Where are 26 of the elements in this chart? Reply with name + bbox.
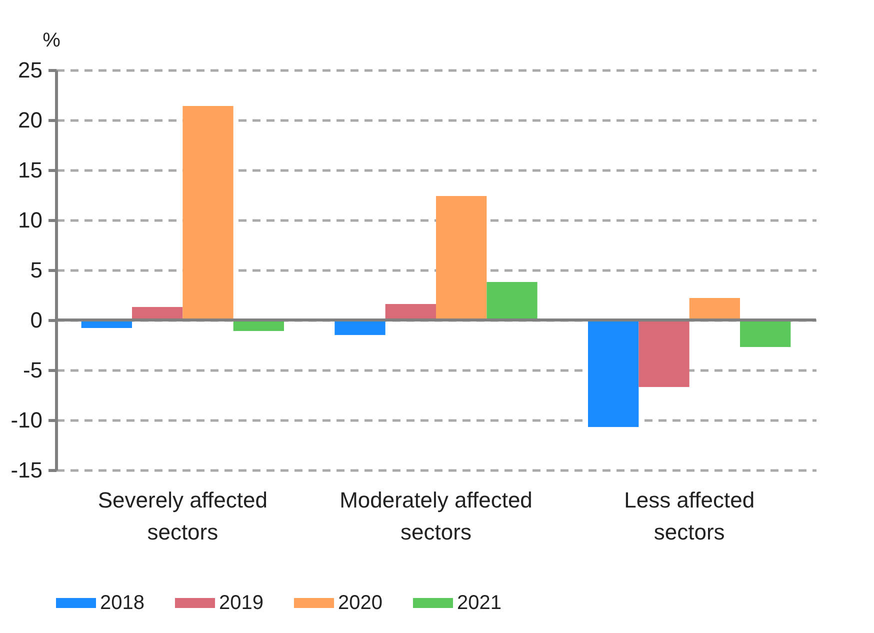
bar	[740, 320, 791, 347]
y-tick-label: 25	[18, 58, 42, 82]
y-tick-label: 0	[30, 308, 42, 332]
bar	[436, 196, 487, 320]
bar	[334, 320, 386, 335]
y-tick-label: -5	[22, 358, 42, 382]
y-tick-label: 5	[30, 258, 42, 282]
legend-label: 2021	[457, 592, 502, 614]
x-tick-label: Moderately affected sectors	[340, 488, 532, 544]
bar	[638, 320, 690, 387]
bar	[689, 298, 740, 320]
y-tick-label: -15	[10, 458, 42, 482]
y-axis-title: %	[42, 30, 61, 52]
y-tick-label: -10	[10, 408, 42, 432]
legend-label: 2018	[100, 592, 144, 614]
y-tick-label: 15	[18, 158, 42, 182]
bar	[385, 304, 436, 320]
y-tick-label: 10	[18, 208, 42, 232]
bar	[182, 106, 234, 320]
x-tick-label: Severely affected sectors	[98, 488, 268, 544]
y-tick-label: 20	[18, 108, 42, 132]
legend-label: 2019	[219, 592, 264, 614]
bar	[588, 320, 639, 427]
legend-label: 2020	[338, 592, 382, 614]
bar	[486, 282, 538, 320]
x-tick-label: Less affected sectors	[624, 488, 755, 544]
